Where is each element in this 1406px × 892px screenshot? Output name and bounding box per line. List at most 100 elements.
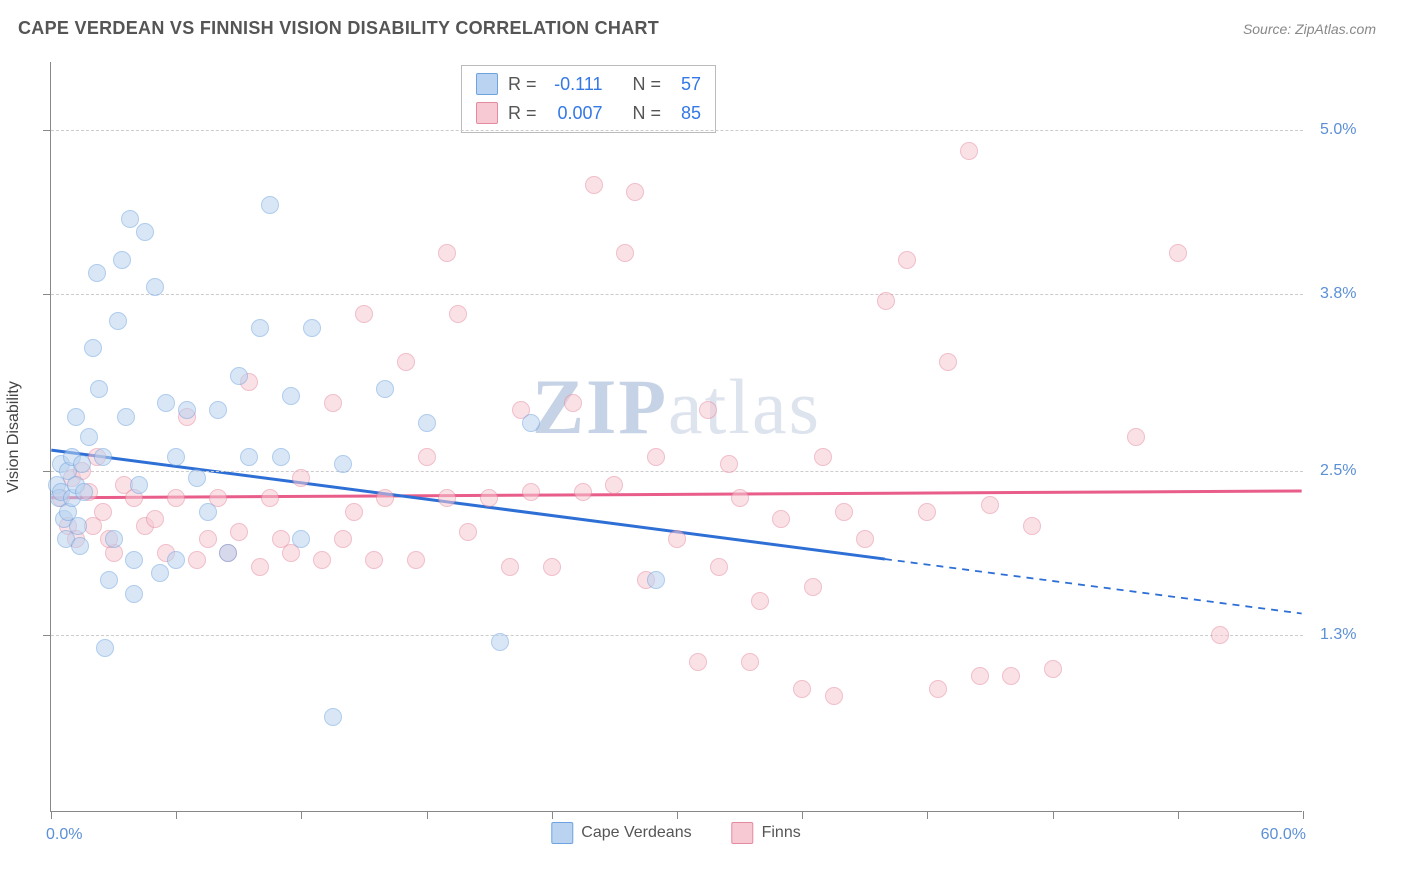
x-tick xyxy=(927,811,928,819)
data-point-finns xyxy=(616,244,634,262)
data-point-cape-verdeans xyxy=(121,210,139,228)
data-point-finns xyxy=(574,483,592,501)
data-point-finns xyxy=(898,251,916,269)
data-point-cape-verdeans xyxy=(219,544,237,562)
data-point-cape-verdeans xyxy=(167,448,185,466)
data-point-finns xyxy=(710,558,728,576)
data-point-finns xyxy=(772,510,790,528)
data-point-finns xyxy=(918,503,936,521)
data-point-finns xyxy=(960,142,978,160)
data-point-finns xyxy=(647,448,665,466)
data-point-finns xyxy=(355,305,373,323)
n-label: N = xyxy=(633,99,662,128)
data-point-cape-verdeans xyxy=(105,530,123,548)
data-point-finns xyxy=(564,394,582,412)
data-point-cape-verdeans xyxy=(69,517,87,535)
data-point-finns xyxy=(668,530,686,548)
legend-label-finns: Finns xyxy=(762,824,801,842)
data-point-finns xyxy=(230,523,248,541)
r-label: R = xyxy=(508,99,537,128)
data-point-finns xyxy=(501,558,519,576)
y-tick xyxy=(43,635,51,636)
data-point-cape-verdeans xyxy=(230,367,248,385)
y-tick xyxy=(43,130,51,131)
data-point-finns xyxy=(543,558,561,576)
x-tick xyxy=(802,811,803,819)
data-point-finns xyxy=(167,489,185,507)
y-axis-title: Vision Disability xyxy=(5,381,23,493)
gridline xyxy=(51,471,1303,472)
data-point-cape-verdeans xyxy=(96,639,114,657)
data-point-cape-verdeans xyxy=(100,571,118,589)
x-axis-min-label: 0.0% xyxy=(46,826,82,844)
trendline xyxy=(51,491,1301,498)
data-point-finns xyxy=(1211,626,1229,644)
data-point-finns xyxy=(720,455,738,473)
chart-container: ZIPatlas R = -0.111 N = 57 R = 0.007 N =… xyxy=(50,62,1302,812)
data-point-finns xyxy=(741,653,759,671)
data-point-cape-verdeans xyxy=(292,530,310,548)
r-value-cape-verdeans: -0.111 xyxy=(547,70,603,99)
x-tick xyxy=(677,811,678,819)
data-point-finns xyxy=(313,551,331,569)
data-point-cape-verdeans xyxy=(109,312,127,330)
data-point-cape-verdeans xyxy=(178,401,196,419)
source-label: Source: ZipAtlas.com xyxy=(1243,21,1376,37)
legend-label-cape-verdeans: Cape Verdeans xyxy=(581,824,691,842)
data-point-finns xyxy=(605,476,623,494)
data-point-cape-verdeans xyxy=(272,448,290,466)
x-tick xyxy=(552,811,553,819)
y-tick-label: 3.8% xyxy=(1320,285,1356,303)
r-label: R = xyxy=(508,70,537,99)
n-value-cape-verdeans: 57 xyxy=(671,70,701,99)
data-point-finns xyxy=(334,530,352,548)
data-point-cape-verdeans xyxy=(334,455,352,473)
x-tick xyxy=(176,811,177,819)
data-point-finns xyxy=(814,448,832,466)
data-point-finns xyxy=(877,292,895,310)
data-point-finns xyxy=(522,483,540,501)
data-point-finns xyxy=(365,551,383,569)
data-point-finns xyxy=(793,680,811,698)
data-point-finns xyxy=(835,503,853,521)
data-point-cape-verdeans xyxy=(130,476,148,494)
data-point-cape-verdeans xyxy=(113,251,131,269)
data-point-finns xyxy=(449,305,467,323)
x-tick xyxy=(427,811,428,819)
data-point-cape-verdeans xyxy=(71,537,89,555)
legend-item-cape-verdeans: Cape Verdeans xyxy=(551,822,691,844)
gridline xyxy=(51,130,1303,131)
n-label: N = xyxy=(633,70,662,99)
y-tick-label: 1.3% xyxy=(1320,626,1356,644)
data-point-finns xyxy=(1044,660,1062,678)
data-point-cape-verdeans xyxy=(151,564,169,582)
data-point-cape-verdeans xyxy=(303,319,321,337)
data-point-cape-verdeans xyxy=(251,319,269,337)
data-point-finns xyxy=(397,353,415,371)
stats-row-cape-verdeans: R = -0.111 N = 57 xyxy=(476,70,701,99)
swatch-finns xyxy=(476,102,498,124)
data-point-finns xyxy=(376,489,394,507)
data-point-cape-verdeans xyxy=(80,428,98,446)
trend-lines xyxy=(51,62,1302,811)
data-point-finns xyxy=(345,503,363,521)
y-tick-label: 2.5% xyxy=(1320,462,1356,480)
data-point-finns xyxy=(438,244,456,262)
data-point-finns xyxy=(731,489,749,507)
data-point-cape-verdeans xyxy=(73,455,91,473)
data-point-cape-verdeans xyxy=(157,394,175,412)
swatch-cape-verdeans xyxy=(476,73,498,95)
x-axis-max-label: 60.0% xyxy=(1261,826,1306,844)
r-value-finns: 0.007 xyxy=(547,99,603,128)
data-point-cape-verdeans xyxy=(376,380,394,398)
data-point-finns xyxy=(825,687,843,705)
data-point-finns xyxy=(146,510,164,528)
x-tick xyxy=(1178,811,1179,819)
data-point-finns xyxy=(94,503,112,521)
data-point-cape-verdeans xyxy=(209,401,227,419)
data-point-finns xyxy=(188,551,206,569)
data-point-finns xyxy=(699,401,717,419)
data-point-cape-verdeans xyxy=(75,483,93,501)
data-point-cape-verdeans xyxy=(90,380,108,398)
data-point-cape-verdeans xyxy=(88,264,106,282)
